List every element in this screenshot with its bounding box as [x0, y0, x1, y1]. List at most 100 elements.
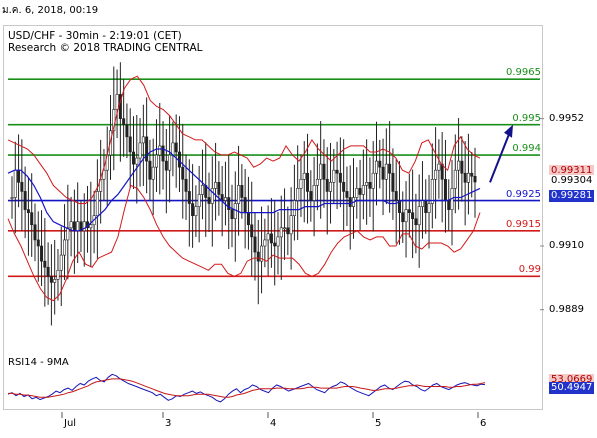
chart-subtitle: Research © 2018 TRADING CENTRAL [8, 42, 203, 54]
candle-body [371, 172, 375, 189]
projection-arrow-head [504, 124, 513, 138]
candle-body [355, 188, 359, 198]
candle-body [466, 172, 470, 183]
candle-body [125, 124, 129, 138]
timestamp: ม.ค. 6, 2018, 00:19 [2, 5, 99, 16]
candle-body [23, 191, 27, 210]
price-tag: 0.99281 [549, 189, 595, 202]
rsi-line [7, 373, 486, 403]
candle-body [115, 94, 119, 110]
bollinger-lower-line [7, 184, 481, 302]
candle-body [122, 118, 126, 126]
candle-body [325, 178, 329, 192]
candle-body [95, 191, 99, 216]
candle-body [335, 169, 339, 174]
candle-body [358, 188, 362, 195]
candle-body [338, 172, 342, 183]
candle-body [20, 182, 24, 192]
candle-body [59, 254, 63, 271]
candle-body [388, 163, 392, 174]
candle-body [279, 227, 283, 238]
candle-body [79, 221, 83, 232]
candle-body [266, 233, 270, 241]
candle-body [384, 163, 388, 180]
candle-body [437, 163, 441, 171]
candle-body [322, 163, 326, 180]
candle-body [207, 197, 211, 204]
candle-body [414, 218, 418, 226]
candle-body [223, 197, 227, 201]
rsi-ma-line [8, 378, 486, 398]
candle-body [434, 169, 438, 180]
x-tick-label: 4 [270, 418, 277, 429]
candle-body [374, 160, 378, 174]
x-tick-label: 5 [375, 418, 382, 429]
candle-body [40, 245, 44, 262]
candle-body [82, 221, 86, 232]
candle-body [440, 163, 444, 180]
candle-body [365, 182, 369, 186]
candle-body [253, 236, 257, 253]
candle-body [457, 160, 461, 171]
candle-body [56, 269, 60, 280]
candle-body [397, 200, 401, 213]
candle-body [102, 169, 106, 180]
candle-body [66, 227, 70, 241]
candle-body [463, 172, 467, 183]
candle-body [89, 224, 93, 229]
candle-body [131, 151, 135, 165]
candle-body [292, 200, 296, 216]
candle-body [30, 212, 34, 226]
candle-body [10, 197, 14, 199]
candle-body [332, 169, 336, 183]
candle-body [345, 191, 349, 198]
candle-body [158, 145, 162, 156]
level-label: 0.9915 [506, 218, 541, 230]
candle-body [141, 136, 145, 144]
candle-body [237, 185, 241, 204]
candle-body [230, 209, 234, 220]
candle-body [145, 136, 149, 162]
moving-average-line [7, 148, 481, 232]
candle-body [368, 182, 372, 189]
candle-body [427, 203, 431, 213]
candle-body [191, 203, 195, 216]
candle-body [276, 236, 280, 247]
candle-body [319, 163, 323, 180]
candle-body [227, 197, 231, 210]
candle-body [128, 136, 132, 153]
y-tick-label: 0.9889 [549, 303, 584, 315]
candle-body [200, 185, 204, 195]
candle-body [283, 227, 287, 230]
candle-body [214, 182, 218, 189]
candle-body [197, 194, 201, 207]
candle-body [161, 145, 165, 162]
candle-body [460, 160, 464, 174]
candle-body [168, 154, 172, 171]
candle-body [302, 172, 306, 180]
x-tick-label: Jul [64, 418, 77, 429]
candle-body [411, 212, 415, 220]
candle-body [470, 172, 474, 177]
candle-body [181, 166, 185, 180]
candle-body [296, 188, 300, 201]
candle-body [184, 178, 188, 192]
candle-body [69, 221, 73, 229]
level-label: 0.9965 [506, 67, 541, 79]
price-tag: 0.99311 [549, 164, 595, 177]
candle-body [407, 209, 411, 213]
rsi-title: RSI14 - 9MA [8, 357, 69, 368]
candle-body [378, 160, 382, 168]
candle-body [138, 142, 142, 159]
candle-body [312, 185, 316, 201]
y-tick-label: 0.9952 [549, 112, 584, 124]
y-tick-label: 0.9910 [549, 240, 584, 251]
candle-body [453, 169, 457, 189]
candle-body [342, 182, 346, 192]
chart-title-block: USD/CHF - 30min - 2:19:01 (CET) Research… [8, 30, 203, 54]
candle-body [49, 276, 53, 283]
candle-body [164, 160, 168, 171]
